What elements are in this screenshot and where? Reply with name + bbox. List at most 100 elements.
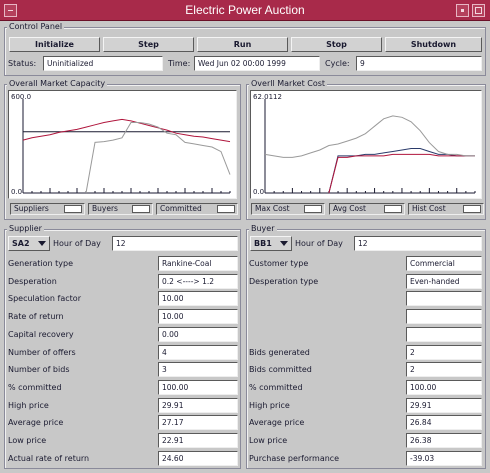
buyer-row-label: Desperation type [249,276,319,286]
cost-chart-svg [264,99,476,194]
legend-max-cost-label: Max Cost [255,204,290,213]
supplier-row-label: Actual rate of return [8,453,90,463]
legend-buyers-label: Buyers [92,204,118,213]
step-button[interactable]: Step [103,37,194,52]
supplier-row-field[interactable]: 3 [158,362,238,378]
buyer-select-value: BB1 [254,239,272,248]
maximize-icon[interactable] [472,4,485,17]
buyer-row-label: Customer type [249,259,309,268]
shutdown-button[interactable]: Shutdown [385,37,482,52]
supplier-row-label: Number of offers [8,347,76,357]
cost-y-min-label: 0.0 [253,188,265,196]
buyer-hour-label: Hour of Day [295,239,343,248]
cost-series-0-line [328,148,475,194]
buyer-row-field[interactable]: Even-handed [406,273,482,289]
buyer-row-label: Purchase performance [249,453,340,463]
capacity-panel-label: Overall Market Capacity [7,79,108,88]
buyer-row-label: % committed [249,382,303,392]
cycle-label: Cycle: [325,59,350,68]
supplier-row-field[interactable]: 0.00 [158,326,238,342]
supplier-row-label: Speculation factor [8,294,81,304]
supplier-hour-label: Hour of Day [53,239,101,248]
buyer-row-field[interactable] [406,309,482,325]
control-panel-label: Control Panel [7,22,65,31]
legend-suppliers: Suppliers [10,203,85,215]
legend-max-cost-swatch [304,205,322,213]
buyer-row-field[interactable]: -39.03 [406,450,482,466]
chevron-down-icon [38,241,46,246]
status-label: Status: [8,59,37,68]
supplier-row-field[interactable]: 100.00 [158,379,238,395]
cost-series-1-line [328,153,475,194]
capacity-panel [4,84,241,220]
minimize-icon[interactable] [456,4,469,17]
supplier-row-field[interactable]: 24.60 [158,450,238,466]
legend-avg-cost: Avg Cost [329,203,405,215]
supplier-row-field[interactable]: 27.17 [158,415,238,431]
cost-panel [246,84,486,220]
supplier-panel-label: Supplier [7,224,44,233]
supplier-row-label: Average price [8,418,64,428]
stop-button[interactable]: Stop [291,37,382,52]
supplier-row-field[interactable]: 10.00 [158,291,238,307]
buyer-panel [246,229,486,469]
buyer-row-field[interactable]: 100.00 [406,379,482,395]
supplier-row-field[interactable]: 10.00 [158,309,238,325]
legend-avg-cost-swatch [384,205,402,213]
buyer-row-label: Average price [249,418,305,428]
buyer-row-label: Bids committed [249,365,312,375]
supplier-select-value: SA2 [12,239,30,248]
buyer-row-field[interactable] [406,291,482,307]
legend-committed-swatch [217,205,235,213]
supplier-row-field[interactable]: Rankine-Coal [158,256,238,271]
legend-suppliers-swatch [64,205,82,213]
legend-committed-label: Committed [160,204,202,213]
buyer-select[interactable]: BB1 [250,236,292,251]
cycle-field: 9 [356,56,482,71]
supplier-row-field[interactable]: 4 [158,344,238,360]
window-title: Electric Power Auction [185,3,305,17]
legend-hist-cost-label: Hist Cost [412,204,446,213]
supplier-row-label: Desperation [8,276,57,286]
control-panel [4,27,486,76]
supplier-row-label: Capital recovery [8,329,74,339]
title-bar: Electric Power Auction [0,0,490,21]
window-menu-icon[interactable] [4,4,17,17]
run-button[interactable]: Run [197,37,288,52]
status-field: Uninitialized [43,56,163,71]
buyer-row-field[interactable]: 26.38 [406,433,482,448]
buyer-row-field[interactable]: 29.91 [406,397,482,413]
supplier-row-label: Number of bids [8,365,70,375]
buyer-row-field[interactable]: 26.84 [406,415,482,431]
buyer-row-field[interactable]: Commercial [406,256,482,271]
legend-committed: Committed [156,203,238,215]
buyer-row-label: Low price [249,436,288,445]
supplier-row-field[interactable]: 22.91 [158,433,238,448]
supplier-row-field[interactable]: 29.91 [158,397,238,413]
time-label: Time: [168,59,191,68]
supplier-row-label: % committed [8,382,62,392]
initialize-button[interactable]: Initialize [9,37,100,52]
capacity-chart-svg [22,99,231,194]
buyer-row-field[interactable]: 2 [406,362,482,378]
legend-max-cost: Max Cost [251,203,325,215]
buyer-panel-label: Buyer [249,224,277,233]
supplier-select[interactable]: SA2 [8,236,50,251]
supplier-row-label: High price [8,400,49,410]
legend-hist-cost: Hist Cost [408,203,484,215]
capacity-y-max-label: 600.0 [11,93,32,101]
time-field: Wed Jun 02 00:00 1999 [194,56,320,71]
supplier-hour-field[interactable]: 12 [112,236,238,251]
capacity-series-1-line [22,118,231,143]
buyer-hour-field[interactable]: 12 [354,236,482,251]
legend-avg-cost-label: Avg Cost [333,204,366,213]
capacity-chart: 600.0 0.0 [8,90,237,199]
cost-y-max-label: 62.0112 [253,93,282,101]
legend-buyers: Buyers [88,203,153,215]
cost-series-2-line [264,115,475,158]
buyer-row-field[interactable] [406,326,482,342]
buyer-row-field[interactable]: 2 [406,344,482,360]
legend-hist-cost-swatch [463,205,481,213]
capacity-y-min-label: 0.0 [11,188,23,196]
supplier-row-field[interactable]: 0.2 <----> 1.2 [158,273,238,289]
